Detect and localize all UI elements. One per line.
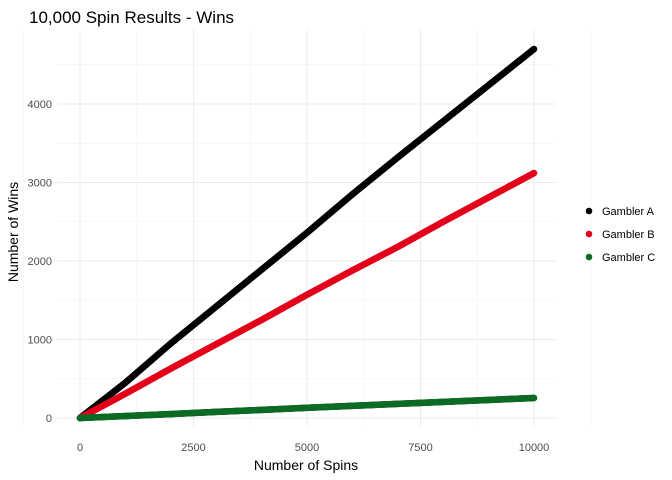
chart-title: 10,000 Spin Results - Wins [29, 8, 234, 27]
legend-label: Gambler B [602, 229, 655, 241]
x-tick-label: 0 [77, 442, 83, 454]
legend-label: Gambler A [602, 206, 655, 218]
legend-label: Gambler C [602, 252, 655, 264]
y-tick-label: 2000 [28, 256, 52, 268]
legend: Gambler A Gambler B Gambler C [585, 206, 655, 264]
y-axis-title: Number of Wins [5, 182, 21, 282]
data-point [530, 394, 538, 402]
legend-key [585, 230, 593, 238]
x-axis-title: Number of Spins [254, 457, 358, 473]
data-point [530, 45, 538, 53]
series-gambler-b [76, 169, 538, 422]
y-tick-label: 3000 [28, 178, 52, 190]
y-tick-label: 0 [46, 413, 52, 425]
legend-key [585, 207, 593, 215]
x-tick-label: 10000 [519, 442, 550, 454]
x-tick-label: 5000 [295, 442, 319, 454]
data-series [76, 45, 538, 422]
legend-key [585, 253, 593, 261]
data-point [530, 169, 538, 177]
x-tick-label: 7500 [408, 442, 432, 454]
y-tick-label: 1000 [28, 335, 52, 347]
series-gambler-c [76, 394, 538, 422]
y-tick-label: 4000 [28, 99, 52, 111]
x-tick-label: 2500 [181, 442, 205, 454]
axis-ticks: 0 2500 5000 7500 10000 0 1000 2000 3000 4000 [28, 99, 550, 454]
